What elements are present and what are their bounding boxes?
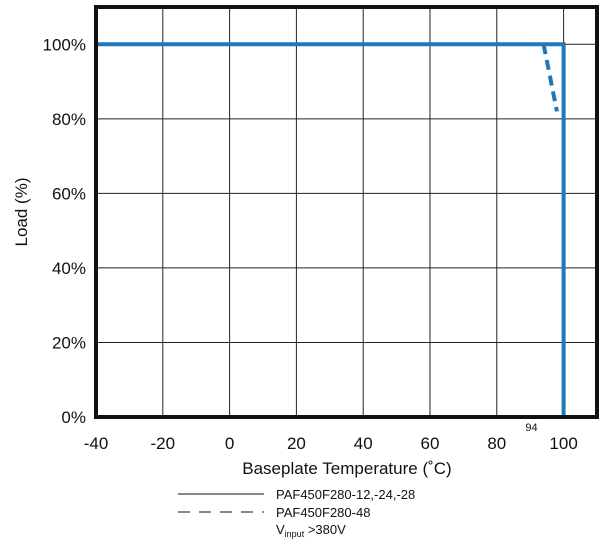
x-axis-title: Baseplate Temperature (˚C) bbox=[242, 459, 451, 478]
grid bbox=[96, 7, 597, 417]
y-tick-label: 0% bbox=[61, 408, 86, 427]
y-tick-label: 80% bbox=[52, 110, 86, 129]
y-tick-label: 40% bbox=[52, 259, 86, 278]
y-tick-label: 20% bbox=[52, 333, 86, 352]
x-tick-labels: -40 -20 0 20 40 60 80 100 bbox=[84, 434, 578, 453]
y-tick-label: 60% bbox=[52, 184, 86, 203]
annotation-94: 94 bbox=[525, 422, 537, 434]
x-tick-label: 80 bbox=[487, 434, 506, 453]
plot-frame bbox=[94, 5, 599, 419]
x-tick-label: 60 bbox=[421, 434, 440, 453]
x-tick-label: 0 bbox=[225, 434, 234, 453]
x-tick-label: -40 bbox=[84, 434, 109, 453]
y-axis-title: Load (%) bbox=[12, 178, 31, 247]
x-tick-label: 40 bbox=[354, 434, 373, 453]
series-line-solid bbox=[96, 42, 566, 417]
x-tick-label: 20 bbox=[287, 434, 306, 453]
legend-label: PAF450F280-12,-24,-28 bbox=[276, 487, 415, 502]
legend-label: PAF450F280-48 bbox=[276, 505, 370, 520]
y-tick-labels: 0% 20% 40% 60% 80% 100% bbox=[43, 35, 86, 427]
legend: PAF450F280-12,-24,-28 PAF450F280-48 Vinput… bbox=[178, 487, 415, 539]
y-tick-label: 100% bbox=[43, 35, 86, 54]
x-tick-label: 100 bbox=[549, 434, 577, 453]
series-layer bbox=[96, 42, 566, 417]
x-tick-label: -20 bbox=[151, 434, 176, 453]
series-line-dashed bbox=[541, 43, 559, 112]
legend-note: Vinput >380V bbox=[276, 522, 346, 539]
